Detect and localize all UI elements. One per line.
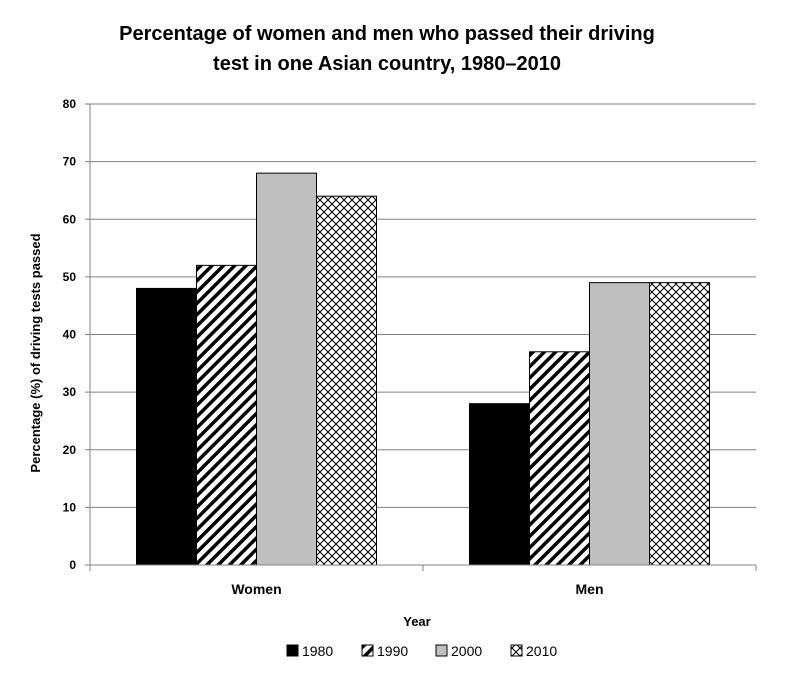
- bar-women-1990: [196, 264, 257, 566]
- y-tick-label: 70: [63, 155, 77, 169]
- y-tick-label: 40: [63, 328, 77, 342]
- y-axis-ticks: 0 10 20 30 40 50 60 70 80: [63, 97, 90, 572]
- x-category-label: Women: [231, 581, 281, 597]
- legend-swatch-1990: [361, 644, 374, 657]
- legend-label-2010: 2010: [526, 643, 557, 659]
- bars: [136, 172, 710, 566]
- y-tick-label: 50: [63, 270, 77, 284]
- legend: 1980 1990 2000 2010: [286, 643, 557, 659]
- legend-label-1990: 1990: [377, 643, 408, 659]
- chart-title-line-2: test in one Asian country, 1980–2010: [213, 53, 561, 75]
- y-tick-label: 60: [63, 212, 77, 226]
- legend-swatch-2010: [510, 644, 523, 657]
- y-tick-label: 80: [63, 97, 77, 111]
- legend-label-1980: 1980: [302, 643, 333, 659]
- y-tick-label: 0: [69, 558, 76, 572]
- bar-men-1990: [529, 351, 590, 566]
- axes: [89, 104, 757, 571]
- legend-swatch-1980: [286, 644, 299, 657]
- bar-women-2010: [316, 195, 377, 566]
- x-category-label: Men: [576, 581, 604, 597]
- bar-men-1980: [469, 403, 530, 566]
- legend-swatch-2000: [435, 644, 448, 657]
- legend-label-2000: 2000: [451, 643, 482, 659]
- bar-men-2000: [589, 282, 650, 566]
- chart-title-line-1: Percentage of women and men who passed t…: [119, 23, 655, 45]
- x-axis-categories: Women Men: [231, 581, 603, 597]
- bar-women-2000: [256, 172, 317, 566]
- bar-men-2010: [649, 282, 710, 566]
- bar-women-1980: [136, 287, 197, 566]
- y-tick-label: 10: [63, 500, 77, 514]
- x-axis-label: Year: [403, 614, 430, 629]
- y-axis-label: Percentage (%) of driving tests passed: [28, 233, 43, 472]
- y-tick-label: 30: [63, 385, 77, 399]
- y-tick-label: 20: [63, 443, 77, 457]
